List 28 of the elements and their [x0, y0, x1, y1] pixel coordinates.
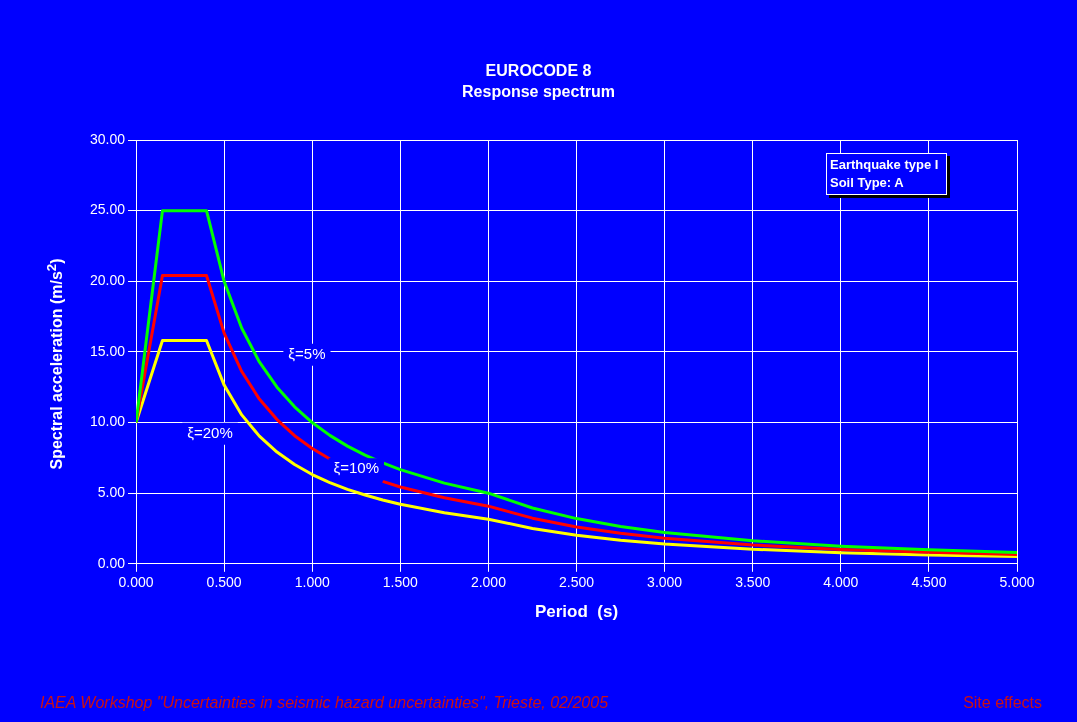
y-tick-label: 5.00 [97, 484, 126, 501]
series-label: ξ=20% [187, 423, 233, 441]
x-tick-label: 4.500 [911, 574, 947, 591]
y-tick-label: 15.00 [89, 342, 126, 359]
annotation: Soil Type: A [830, 174, 905, 192]
x-tick-label: 3.000 [647, 574, 683, 591]
y-tick-label: 10.00 [89, 413, 126, 430]
text: IAEA Workshop "Uncertainties in seismic hazard uncertainties", Trieste, 02/2005 [40, 694, 609, 712]
x-tick-label: 3.500 [735, 574, 771, 591]
x-tick-label: 2.500 [558, 574, 595, 591]
y-tick-label: 25.00 [89, 201, 126, 218]
x-tick-label: 2.000 [470, 574, 507, 591]
x-tick-label: 1.500 [382, 574, 419, 591]
y-tick-label: 30.00 [89, 130, 126, 147]
x-axis-title: Period (s) [534, 602, 619, 622]
chart-title: EUROCODE 8 [484, 61, 593, 81]
annotation: Earthquake type I [830, 156, 939, 174]
text: Site effects [963, 694, 1042, 712]
x-tick-label: 0.000 [118, 574, 154, 591]
y-tick-label: 20.00 [89, 272, 126, 289]
x-tick-label: 1.000 [294, 574, 330, 591]
x-tick-label: 4.000 [823, 574, 859, 591]
x-tick-label: 0.500 [206, 574, 242, 591]
series-label: ξ=10% [333, 459, 380, 477]
chart-subtitle: Response spectrum [461, 82, 616, 102]
series-label: ξ=5% [288, 344, 326, 362]
x-tick-label: 5.000 [999, 574, 1035, 591]
y-tick-label: 0.00 [97, 554, 126, 571]
